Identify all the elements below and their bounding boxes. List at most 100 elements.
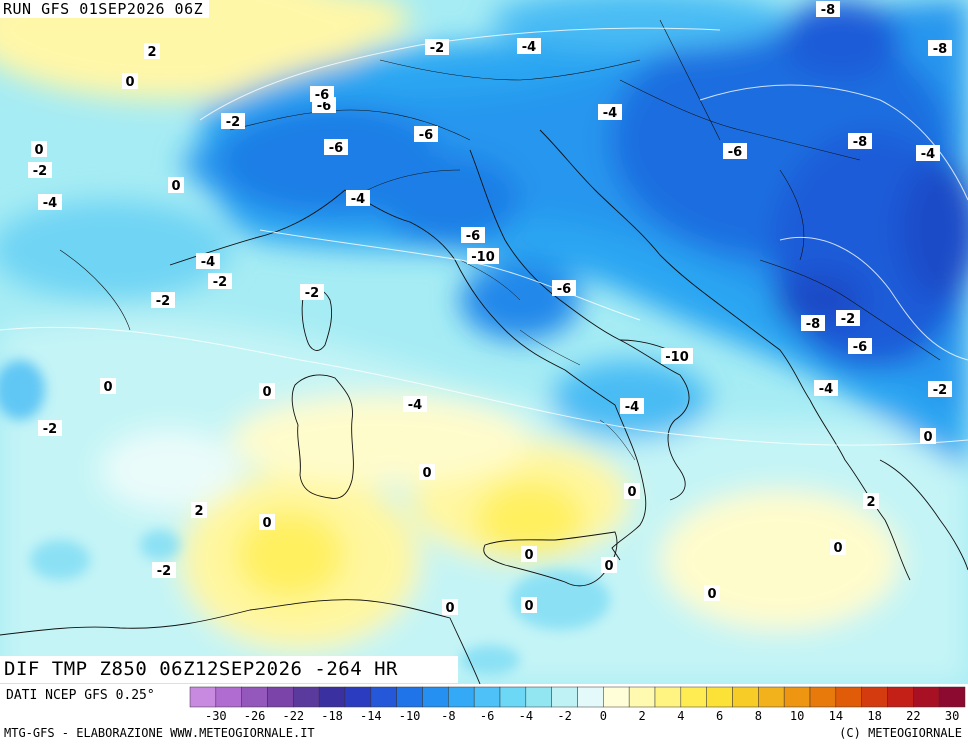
data-source-label: DATI NCEP GFS 0.25° [4,688,157,703]
contour-value-text: -4 [351,192,365,207]
contour-value-text: -6 [419,128,433,143]
contour-value-text: -4 [819,382,833,397]
contour-value-text: -2 [157,564,171,579]
contour-value-label: -2 [300,284,324,301]
legend-swatch [344,686,372,708]
contour-value-label: -2 [208,273,232,290]
contour-value-label: 0 [122,73,138,90]
contour-value-label: -2 [38,420,62,437]
legend-swatch [809,686,837,708]
legend-tick-label: -26 [244,709,266,723]
contour-value-label: -4 [916,145,940,162]
contour-value-label: -10 [661,348,693,365]
contour-value-label: 0 [259,514,275,531]
legend-swatch [241,686,268,708]
contour-value-label: -4 [517,38,541,55]
anomaly-field [0,0,968,684]
contour-value-text: -10 [665,350,689,365]
contour-value-label: -6 [414,126,438,143]
contour-value-text: 0 [707,587,716,602]
contour-value-text: 2 [866,495,875,510]
legend-swatch [499,686,527,708]
legend-tick-label: 14 [829,709,843,723]
legend-swatch [835,686,862,708]
contour-value-text: -2 [156,294,170,309]
contour-value-label: -6 [552,280,576,297]
contour-value-label: -6 [310,86,334,103]
field-title: DIF TMP Z850 06Z12SEP2026 -264 HR [0,656,458,683]
legend-swatch [654,686,682,708]
contour-value-label: 0 [31,141,47,158]
legend-swatch [551,686,578,708]
contour-value-text: 2 [147,45,156,60]
contour-value-label: -8 [801,315,825,332]
contour-value-text: 0 [604,559,613,574]
contour-value-text: -4 [522,40,536,55]
legend-swatch [783,686,811,708]
legend-tick-label: -2 [557,709,571,723]
legend-tick-label: -22 [282,709,304,723]
contour-value-text: -8 [806,317,820,332]
contour-value-label: -2 [928,381,952,398]
legend-tick-label: -10 [399,709,421,723]
contour-value-label: -4 [403,396,427,413]
contour-value-text: -4 [43,196,57,211]
contour-value-text: 0 [445,601,454,616]
legend-tick-label: 4 [677,709,684,723]
legend-swatch [473,686,501,708]
contour-value-label: -2 [28,162,52,179]
legend-swatch [189,686,217,708]
contour-value-label: -2 [836,310,860,327]
contour-value-text: -2 [305,286,319,301]
legend-swatch [887,686,914,708]
legend-swatch [422,686,449,708]
legend-swatch [628,686,656,708]
contour-value-text: -6 [557,282,571,297]
contour-value-label: -4 [346,190,370,207]
contour-value-text: -4 [201,255,215,270]
legend-swatch [706,686,733,708]
legend-tick-label: 6 [716,709,723,723]
contour-value-text: -2 [33,164,47,179]
contour-value-text: 0 [262,385,271,400]
legend-swatch [732,686,759,708]
contour-value-text: -8 [821,3,835,18]
contour-value-label: -6 [848,338,872,355]
contour-value-text: -2 [226,115,240,130]
contour-value-text: -10 [471,250,495,265]
legend-tick-labels: -30 -26 -22 -18 -14 -10 -8 -6 -4 -2 0 2 4 6 8 10 14 18 22 3… [205,709,959,723]
legend-tick-label: -30 [205,709,227,723]
contour-value-text: -6 [853,340,867,355]
contour-value-label: 2 [191,502,207,519]
contour-value-text: 0 [103,380,112,395]
contour-value-text: -6 [728,145,742,160]
legend-colorbar [189,686,966,708]
contour-value-text: 0 [171,179,180,194]
legend-swatch [603,686,630,708]
legend-swatch [448,686,475,708]
contour-value-label: -6 [324,139,348,156]
legend-swatch [370,686,397,708]
contour-value-text: -2 [43,422,57,437]
contour-value-text: -4 [603,106,617,121]
contour-value-text: 0 [422,466,431,481]
legend-swatch [267,686,294,708]
contour-value-label: -2 [425,39,449,56]
contour-value-label: -8 [928,40,952,57]
contour-value-label: 0 [521,546,537,563]
contour-value-text: -6 [317,99,331,114]
contour-value-text: -4 [921,147,935,162]
legend-swatch [680,686,707,708]
contour-value-label: -8 [816,1,840,18]
contour-value-label: -2 [152,562,176,579]
contour-value-label: -4 [598,104,622,121]
legend-tick-label: 0 [600,709,607,723]
contour-value-label: 0 [419,464,435,481]
contour-value-text: -8 [853,135,867,150]
legend-tick-label: -18 [321,709,343,723]
contour-value-text: 0 [524,548,533,563]
contour-value-label: 0 [100,378,116,395]
legend-swatch [577,686,604,708]
